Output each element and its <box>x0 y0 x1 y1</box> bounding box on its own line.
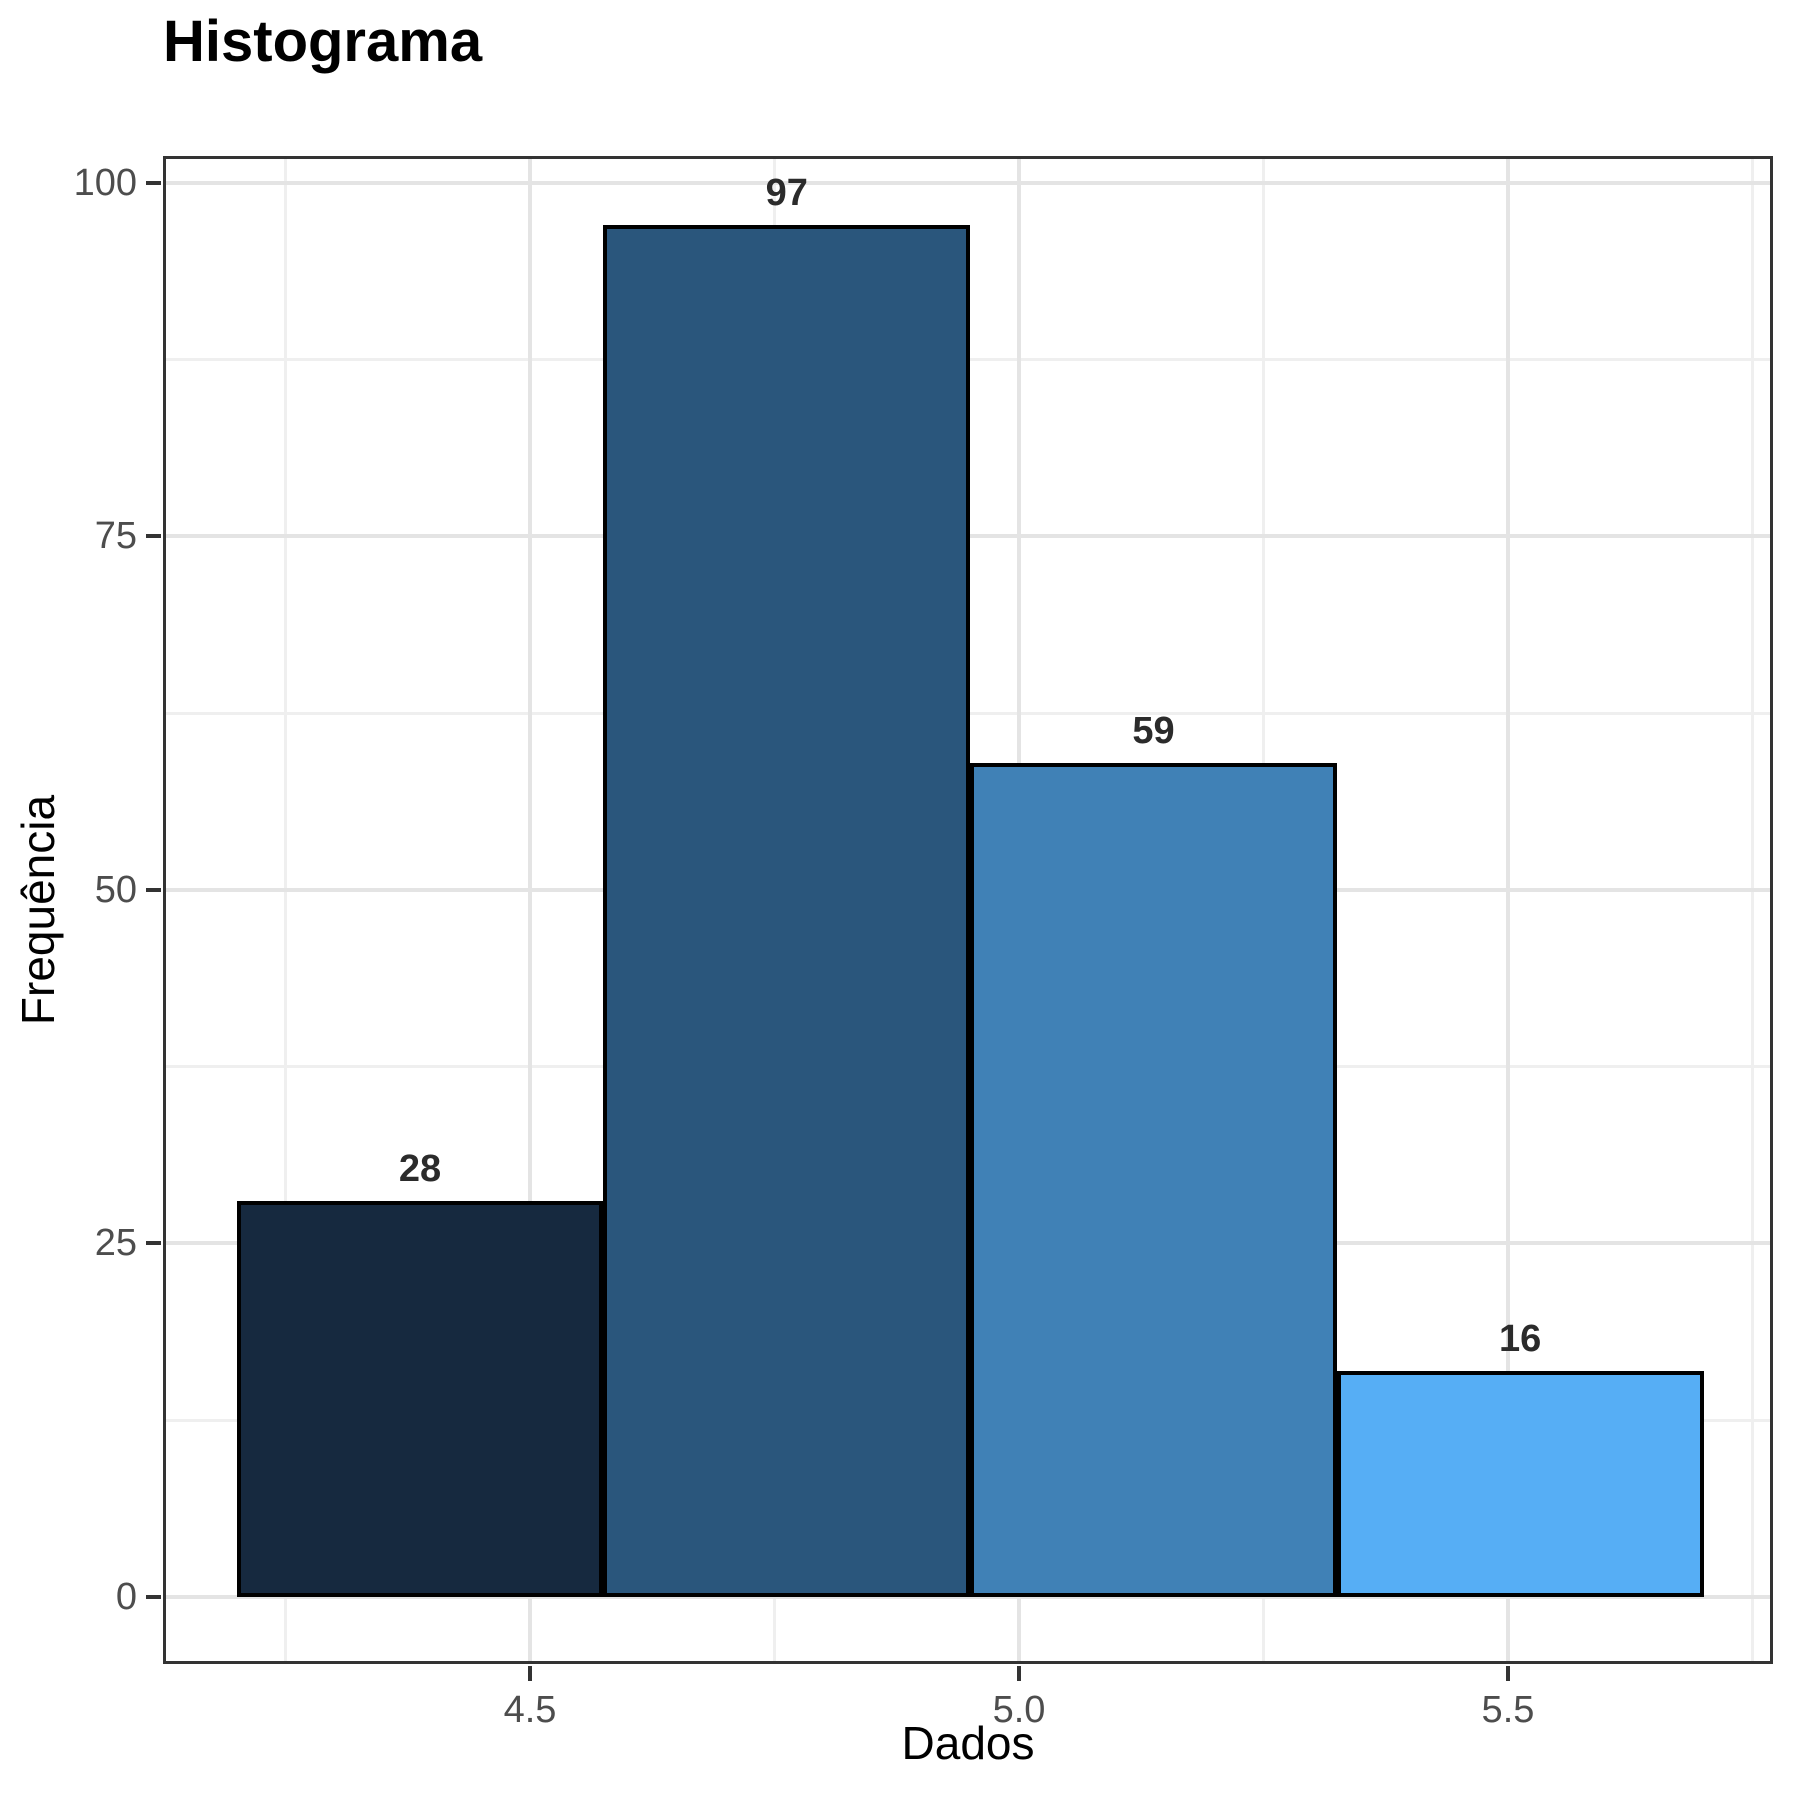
grid-major-horizontal <box>163 181 1773 185</box>
histogram-bar <box>1336 1370 1704 1597</box>
grid-major-vertical <box>528 156 533 1664</box>
bar-value-label: 97 <box>765 172 808 215</box>
y-tick-label: 0 <box>115 1575 137 1618</box>
x-tick-label: 4.5 <box>503 1689 557 1731</box>
y-tick-mark <box>146 181 161 185</box>
grid-minor-vertical <box>1750 156 1754 1664</box>
x-tick-mark <box>1017 1666 1021 1681</box>
plot-panel: 28 97 59 16 <box>163 156 1773 1664</box>
y-tick-mark <box>146 887 161 892</box>
chart-title: Histograma <box>163 9 483 74</box>
histogram-bar <box>970 762 1337 1597</box>
y-tick-mark <box>146 1594 161 1599</box>
grid-major-vertical <box>1505 156 1510 1664</box>
x-tick-label: 5.0 <box>992 1689 1046 1731</box>
bar-value-label: 59 <box>1132 709 1175 752</box>
x-tick-mark <box>1505 1666 1510 1681</box>
y-tick-label: 75 <box>94 515 137 558</box>
grid-major-horizontal <box>163 1594 1773 1599</box>
x-tick-mark <box>528 1666 533 1681</box>
bar-value-label: 28 <box>398 1148 442 1191</box>
y-tick-mark <box>146 1241 161 1246</box>
y-tick-label: 25 <box>94 1222 137 1265</box>
y-tick-label: 50 <box>94 868 137 911</box>
histogram-bar <box>603 225 971 1597</box>
x-tick-label: 5.5 <box>1481 1689 1535 1731</box>
y-tick-mark <box>146 534 161 539</box>
x-axis-title: Dados <box>901 1717 1035 1769</box>
y-axis-title: Frequência <box>12 794 64 1026</box>
grid-minor-vertical <box>284 156 288 1664</box>
y-tick-label: 100 <box>73 162 137 204</box>
histogram-bar <box>236 1201 604 1597</box>
bar-value-label: 16 <box>1499 1317 1542 1360</box>
